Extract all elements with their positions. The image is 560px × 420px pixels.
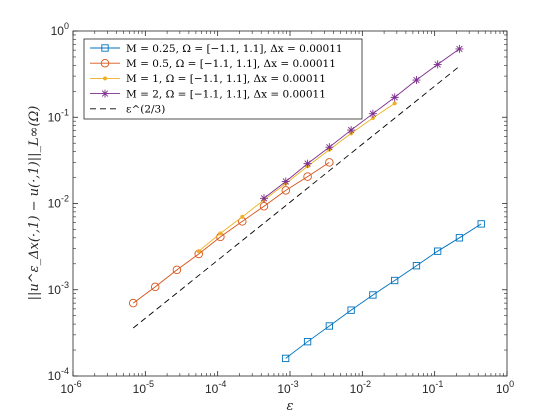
series-line: [132, 161, 330, 304]
series-layer: [128, 44, 485, 363]
legend-marker: [101, 89, 109, 98]
legend-label: ε^(2/3): [126, 104, 165, 116]
legend: M = 0.25, Ω = [−1.1, 1.1], Δx = 0.00011 M…: [83, 38, 363, 120]
legend-box: [83, 38, 363, 120]
legend-label: M = 1, Ω = [−1.1, 1.1], Δx = 0.00011: [126, 73, 326, 85]
x-tick-label: 10-6: [60, 379, 81, 396]
legend-label: M = 2, Ω = [−1.1, 1.1], Δx = 0.00011: [126, 88, 326, 100]
tick-labels-layer: 10-6 10-5 10-4 10-3 10-2 10-1 100 10-4 10-3 10-2 1…: [48, 21, 515, 396]
data-point: [303, 338, 312, 346]
data-point: [240, 214, 245, 219]
data-point: [347, 126, 356, 135]
y-tick-label: 10-1: [48, 107, 69, 124]
x-axis-label-text: ε: [287, 399, 294, 414]
series-line: [285, 223, 482, 359]
legend-marker: [101, 44, 109, 52]
data-point: [325, 322, 334, 330]
data-point: [325, 143, 334, 152]
data-point: [455, 44, 464, 53]
series-line: [198, 102, 395, 252]
x-tick-label: 10-2: [350, 379, 371, 396]
data-point: [369, 291, 377, 299]
x-tick-label: 10-5: [133, 379, 154, 396]
y-tick-label: 100: [51, 21, 69, 38]
data-point: [196, 249, 201, 254]
data-point: [303, 172, 312, 181]
y-tick-label: 10-4: [48, 366, 69, 383]
data-point: [218, 231, 223, 236]
data-point: [391, 276, 399, 285]
series-1: [281, 220, 485, 363]
legend-entry: ε^(2/3): [90, 104, 165, 116]
y-tick-label: 10-3: [48, 280, 69, 297]
data-point: [347, 306, 355, 314]
data-point: [390, 93, 399, 102]
data-point: [368, 109, 377, 118]
data-point: [455, 234, 464, 242]
legend-marker: [102, 76, 108, 81]
data-point: [392, 101, 397, 106]
data-point: [412, 262, 421, 270]
y-axis-label: ||u^ε_Δx(·,1) − u(·,1)||_L∞(Ω): [27, 106, 42, 301]
data-point: [172, 265, 182, 275]
y-tick-label: 10-2: [48, 194, 69, 211]
data-point: [477, 220, 485, 228]
ticks-layer: [72, 30, 508, 377]
data-point: [325, 158, 334, 167]
series-line: [263, 48, 460, 199]
legend-entry: M = 2, Ω = [−1.1, 1.1], Δx = 0.00011: [90, 88, 326, 100]
data-point: [259, 201, 269, 211]
legend-entry: M = 0.25, Ω = [−1.1, 1.1], Δx = 0.00011: [90, 43, 343, 55]
x-tick-label: 10-3: [277, 379, 298, 396]
series-4: [259, 44, 464, 203]
legend-marker: [100, 58, 110, 68]
x-tick-label: 10-1: [422, 379, 443, 396]
data-point: [412, 76, 421, 85]
data-point: [281, 186, 291, 195]
data-point: [281, 177, 290, 186]
x-tick-label: 10-4: [205, 379, 226, 396]
data-point: [150, 282, 160, 292]
y-axis-label-text: ||u^ε_Δx(·,1) − u(·,1)||_L∞(Ω): [27, 106, 42, 301]
data-point: [303, 159, 312, 168]
data-point: [434, 247, 442, 255]
legend-entries: M = 0.25, Ω = [−1.1, 1.1], Δx = 0.00011 M…: [90, 43, 343, 116]
legend-entry: M = 0.5, Ω = [−1.1, 1.1], Δx = 0.00011: [90, 58, 336, 70]
x-axis-label: ε: [287, 399, 294, 414]
data-point: [281, 354, 290, 363]
data-point: [128, 298, 138, 308]
legend-entry: M = 1, Ω = [−1.1, 1.1], Δx = 0.00011: [90, 73, 326, 85]
x-tick-label: 100: [496, 379, 514, 396]
legend-label: M = 0.25, Ω = [−1.1, 1.1], Δx = 0.00011: [126, 43, 343, 55]
data-point: [433, 60, 442, 69]
data-point: [259, 194, 268, 203]
legend-label: M = 0.5, Ω = [−1.1, 1.1], Δx = 0.00011: [126, 58, 336, 70]
